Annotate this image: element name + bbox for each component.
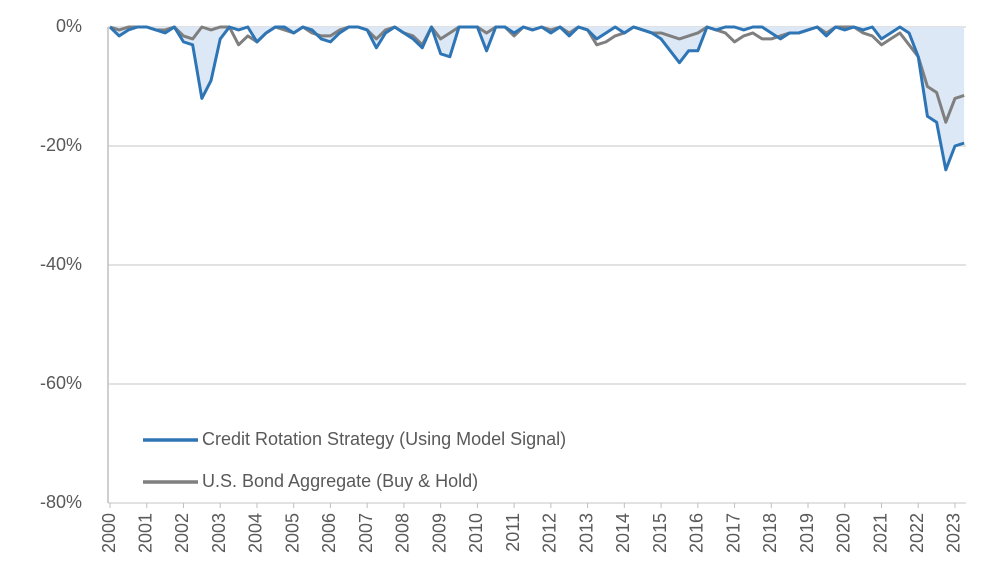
x-tick-label: 2019	[797, 513, 817, 553]
y-tick-label: -80%	[40, 492, 82, 512]
y-tick-label: -20%	[40, 135, 82, 155]
x-tick-label: 2001	[135, 513, 155, 553]
x-tick-label: 2021	[870, 513, 890, 553]
x-tick-label: 2022	[907, 513, 927, 553]
x-tick-label: 2006	[319, 513, 339, 553]
x-tick-label: 2023	[944, 513, 964, 553]
y-tick-label: 0%	[56, 16, 82, 36]
legend-label: Credit Rotation Strategy (Using Model Si…	[202, 429, 566, 449]
x-tick-label: 2003	[209, 513, 229, 553]
x-tick-label: 2002	[172, 513, 192, 553]
x-tick-label: 2012	[540, 513, 560, 553]
series-line	[109, 25, 965, 124]
x-tick-label: 2018	[760, 513, 780, 553]
x-tick-label: 2016	[687, 513, 707, 553]
x-tick-label: 2011	[503, 513, 523, 552]
x-tick-label: 2009	[429, 513, 449, 553]
x-tick-label: 2000	[99, 513, 119, 553]
x-tick-label: 2017	[723, 513, 743, 553]
x-tick-label: 2005	[282, 513, 302, 553]
y-tick-label: -40%	[40, 254, 82, 274]
x-tick-label: 2020	[834, 513, 854, 553]
drawdown-area	[110, 27, 965, 170]
y-tick-label: -60%	[40, 373, 82, 393]
x-tick-label: 2015	[650, 513, 670, 553]
legend-label: U.S. Bond Aggregate (Buy & Hold)	[202, 471, 478, 491]
x-tick-label: 2008	[393, 513, 413, 553]
x-tick-label: 2014	[613, 513, 633, 553]
x-tick-label: 2007	[356, 513, 376, 553]
x-tick-label: 2004	[246, 513, 266, 553]
x-tick-label: 2013	[576, 513, 596, 553]
series-line	[108, 25, 965, 172]
x-tick-label: 2010	[466, 513, 486, 553]
